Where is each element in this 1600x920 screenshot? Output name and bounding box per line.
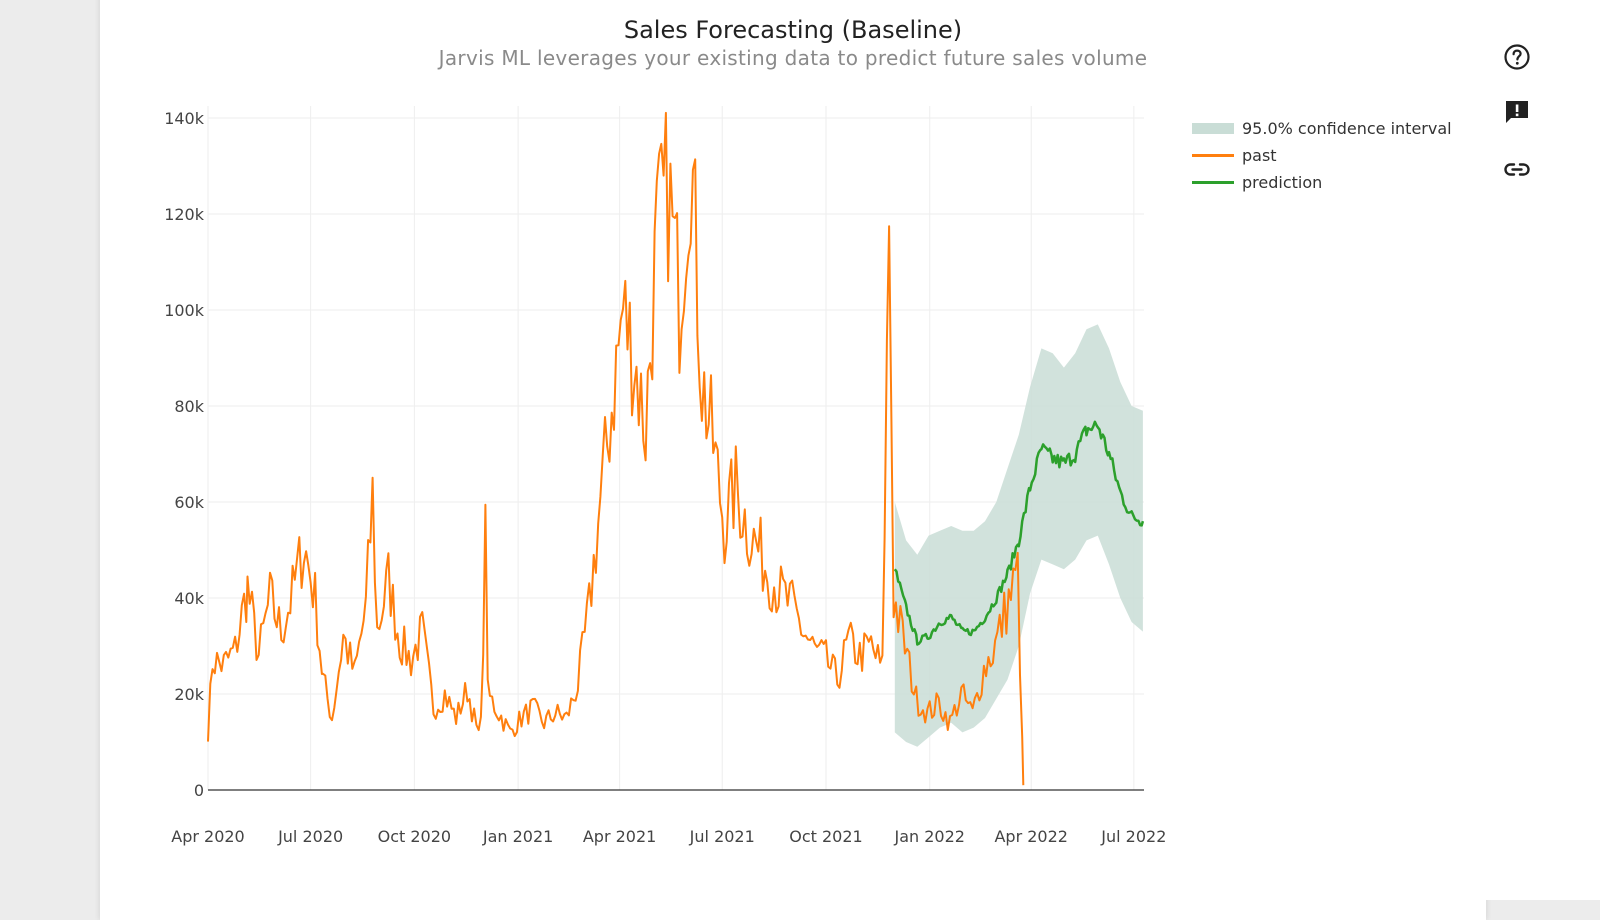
x-tick-label: Oct 2021 <box>789 827 862 846</box>
help-circle-icon[interactable] <box>1500 40 1534 74</box>
chart-card: Sales Forecasting (Baseline) Jarvis ML l… <box>100 0 1486 920</box>
x-tick-label: Oct 2020 <box>378 827 451 846</box>
y-tick-label: 0 <box>194 781 204 800</box>
x-tick-label: Jul 2021 <box>689 827 755 846</box>
x-tick-label: Jan 2022 <box>894 827 965 846</box>
x-tick-label: Jul 2022 <box>1100 827 1166 846</box>
chart-plot-area: 0 20k 40k 60k 80k 100k 120k 140k Apr 2020 Jul 202… <box>164 106 1166 846</box>
x-tick-label: Jan 2021 <box>482 827 553 846</box>
x-tick-label: Apr 2021 <box>583 827 656 846</box>
legend-item-confidence[interactable]: 95.0% confidence interval <box>1192 115 1452 142</box>
legend-swatch-confidence <box>1192 123 1234 134</box>
legend-swatch-past <box>1192 154 1234 157</box>
y-tick-label: 140k <box>164 109 205 128</box>
legend-label-prediction: prediction <box>1242 173 1323 192</box>
y-tick-label: 60k <box>174 493 204 512</box>
y-tick-label: 20k <box>174 685 204 704</box>
report-feedback-icon[interactable] <box>1500 95 1534 129</box>
legend-item-past[interactable]: past <box>1192 142 1452 169</box>
y-tick-label: 120k <box>164 205 205 224</box>
y-tick-label: 40k <box>174 589 204 608</box>
series-line-past <box>207 111 1025 786</box>
x-tick-label: Apr 2022 <box>994 827 1067 846</box>
y-tick-label: 100k <box>164 301 205 320</box>
confidence-band <box>894 324 1143 747</box>
series-line-prediction <box>893 420 1145 646</box>
y-tick-label: 80k <box>174 397 204 416</box>
chart-legend: 95.0% confidence interval past predictio… <box>1192 115 1452 196</box>
legend-label-confidence: 95.0% confidence interval <box>1242 119 1452 138</box>
legend-label-past: past <box>1242 146 1277 165</box>
legend-item-prediction[interactable]: prediction <box>1192 169 1452 196</box>
x-tick-label: Apr 2020 <box>171 827 244 846</box>
link-icon[interactable] <box>1500 153 1534 187</box>
legend-swatch-prediction <box>1192 181 1234 184</box>
x-tick-label: Jul 2020 <box>277 827 343 846</box>
right-toolbar <box>1486 0 1600 900</box>
chart-title: Sales Forecasting (Baseline) <box>623 16 963 44</box>
chart-subtitle: Jarvis ML leverages your existing data t… <box>438 46 1148 70</box>
